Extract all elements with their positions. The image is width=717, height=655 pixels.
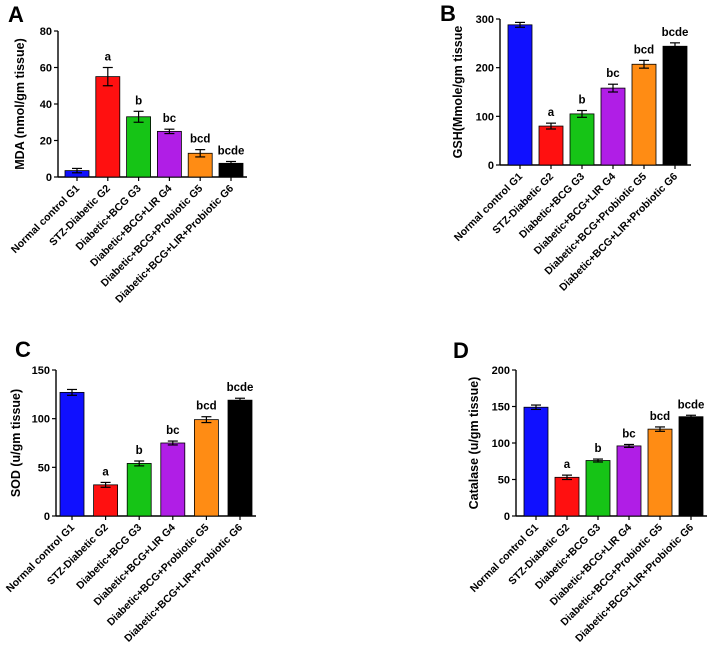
y-tick-label: 100	[492, 438, 510, 450]
significance-label: a	[564, 459, 571, 471]
y-tick-label: 0	[488, 160, 494, 172]
y-axis-title: Catalase (u/gm tissue)	[467, 377, 481, 510]
bar	[523, 406, 549, 517]
y-tick-label: 100	[32, 414, 50, 426]
bar	[95, 76, 121, 178]
category-label: STZ-Diabetic G2	[45, 522, 111, 588]
significance-label: bc	[163, 113, 177, 125]
significance-label: bc	[622, 428, 636, 440]
y-axis-title: MDA (nmol/gm tissue)	[13, 38, 27, 169]
y-tick-label: 20	[40, 136, 52, 148]
y-tick-label: 0	[504, 511, 510, 523]
significance-label: a	[105, 52, 112, 64]
bar	[585, 460, 611, 517]
bar	[507, 24, 533, 166]
significance-label: bcd	[196, 401, 216, 413]
significance-label: b	[135, 95, 142, 107]
bar	[662, 45, 688, 166]
y-tick-label: 200	[492, 365, 510, 377]
y-axis-title: GSH(Mmole/gm tissue	[451, 26, 465, 159]
significance-label: a	[548, 107, 555, 119]
significance-label: bc	[606, 68, 620, 80]
bar	[156, 130, 182, 178]
y-tick-label: 300	[476, 14, 494, 26]
bar	[538, 125, 564, 166]
bar	[126, 463, 152, 517]
y-tick-label: 0	[46, 172, 52, 184]
bar	[678, 416, 704, 517]
significance-label: bcde	[218, 145, 245, 157]
y-tick-label: 60	[40, 63, 52, 75]
y-tick-label: 80	[40, 26, 52, 38]
y-tick-label: 200	[476, 63, 494, 75]
bar	[631, 63, 657, 166]
significance-label: bcde	[678, 399, 705, 411]
y-tick-label: 40	[40, 99, 52, 111]
bar	[160, 442, 186, 517]
y-axis-title: SOD (u/gm tissue)	[9, 389, 23, 497]
bar	[616, 445, 642, 517]
y-tick-label: 0	[44, 511, 50, 523]
panel-letter: A	[8, 2, 24, 27]
significance-label: bcd	[190, 134, 210, 146]
bar	[126, 116, 151, 178]
bar	[59, 391, 85, 517]
bar	[193, 419, 219, 517]
panel-letter: C	[15, 337, 31, 362]
significance-label: bcde	[227, 382, 254, 394]
bar	[600, 87, 626, 166]
significance-label: bc	[166, 425, 180, 437]
panel-letter: B	[440, 1, 456, 26]
y-tick-label: 50	[38, 462, 50, 474]
y-tick-label: 150	[32, 365, 50, 377]
significance-label: bcd	[634, 44, 654, 56]
panel-letter: D	[453, 338, 469, 363]
y-tick-label: 100	[476, 111, 494, 123]
significance-label: a	[102, 466, 109, 478]
significance-label: bcd	[650, 411, 670, 423]
bar	[647, 428, 673, 517]
y-tick-label: 150	[492, 402, 510, 414]
bar	[554, 476, 580, 517]
y-tick-label: 50	[498, 475, 510, 487]
significance-label: b	[594, 443, 601, 455]
significance-label: b	[578, 94, 585, 106]
bar	[93, 484, 118, 517]
bar	[227, 399, 253, 517]
bar	[569, 113, 595, 166]
significance-label: b	[136, 445, 143, 457]
significance-label: bcde	[662, 27, 689, 39]
